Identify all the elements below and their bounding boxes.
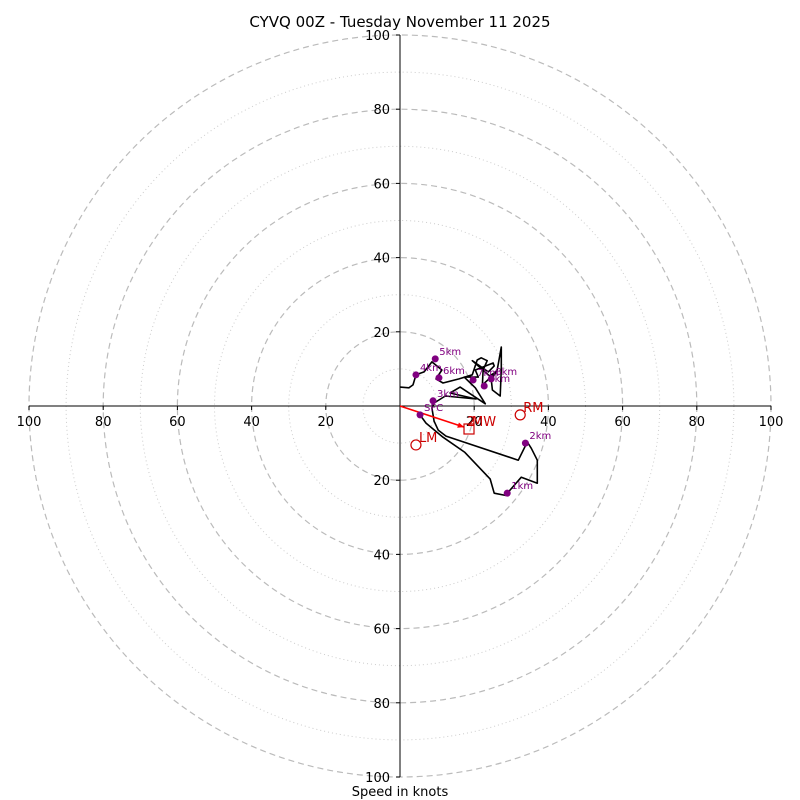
height-marker-sfc bbox=[416, 411, 424, 419]
y-tick-label: 40 bbox=[373, 548, 390, 563]
height-label-9km: 9km bbox=[488, 374, 510, 385]
height-marker-6km bbox=[435, 374, 443, 382]
height-label-4km: 4km bbox=[420, 363, 442, 374]
x-tick-label: 60 bbox=[614, 415, 631, 430]
mw-marker bbox=[463, 423, 475, 435]
x-tick-label: 80 bbox=[689, 415, 706, 430]
mw-label: MW bbox=[472, 415, 496, 430]
rm-label: RM bbox=[523, 401, 543, 416]
height-marker-7km bbox=[469, 376, 477, 384]
height-label-3km: 3km bbox=[437, 389, 459, 400]
height-marker-1km bbox=[503, 489, 511, 497]
x-axis-label: Speed in knots bbox=[352, 785, 449, 800]
y-tick-label: 60 bbox=[373, 623, 390, 638]
y-tick-label: 60 bbox=[373, 177, 390, 192]
x-tick-label: 60 bbox=[169, 415, 186, 430]
height-label-7km: 7km bbox=[477, 368, 499, 379]
lm-label: LM bbox=[419, 431, 437, 446]
height-marker-8km bbox=[487, 375, 495, 383]
rm-marker bbox=[514, 409, 526, 421]
y-tick-label: 40 bbox=[373, 252, 390, 267]
lm-marker bbox=[410, 439, 422, 451]
height-label-5km: 5km bbox=[439, 347, 461, 358]
y-tick-label: 20 bbox=[373, 474, 390, 489]
x-tick-label: 100 bbox=[759, 415, 784, 430]
y-tick-label: 80 bbox=[373, 103, 390, 118]
y-tick-label: 100 bbox=[365, 771, 390, 786]
x-tick-label: 100 bbox=[17, 415, 42, 430]
height-label-6km: 6km bbox=[443, 366, 465, 377]
tick-labels: 100 80 60 40 20 20 40 60 80 100 100 80 60 40 20 20 40 60 8… bbox=[17, 29, 784, 786]
x-tick-label: 40 bbox=[243, 415, 260, 430]
x-tick-label: 80 bbox=[95, 415, 112, 430]
chart-title: CYVQ 00Z - Tuesday November 11 2025 bbox=[249, 13, 550, 31]
x-tick-label: 40 bbox=[540, 415, 557, 430]
height-marker-2km bbox=[521, 439, 529, 447]
height-marker-4km bbox=[412, 371, 420, 379]
shear-vector-arrowhead bbox=[457, 422, 465, 428]
shear-vector-line bbox=[399, 405, 465, 428]
height-marker-3km bbox=[429, 397, 437, 405]
hodograph-trace: 2 bbox=[399, 346, 539, 497]
y-tick-label: 20 bbox=[373, 326, 390, 341]
wind-trace-line bbox=[399, 346, 539, 497]
height-label-1km: 1km bbox=[511, 481, 533, 492]
y-tick-label: 80 bbox=[373, 697, 390, 712]
storm-motion: RM LM MW bbox=[410, 401, 543, 451]
height-marker-9km bbox=[480, 382, 488, 390]
y-tick-label: 100 bbox=[365, 29, 390, 44]
x-tick-label: 20 bbox=[466, 415, 483, 430]
height-label-2km: 2km bbox=[529, 431, 551, 442]
x-tick-label: 20 bbox=[318, 415, 335, 430]
shear-vector-label: 2 bbox=[467, 415, 475, 430]
height-marker-5km bbox=[431, 355, 439, 363]
height-label-8km: 8km bbox=[495, 367, 517, 378]
height-label-sfc: SFC bbox=[424, 403, 443, 414]
